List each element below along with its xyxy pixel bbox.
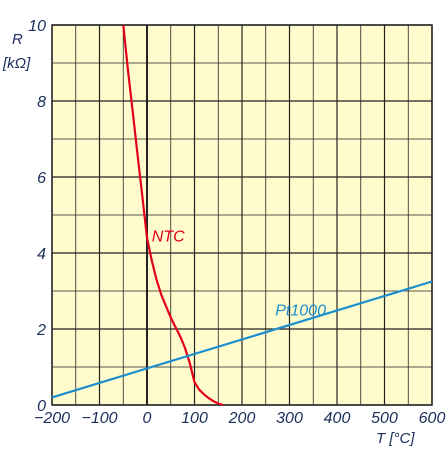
series-label-ntc: NTC (152, 229, 185, 246)
y-tick-label: 10 (28, 18, 46, 35)
series-line-pt1000 (51, 280, 433, 399)
x-axis-label: T [°C] (376, 430, 415, 447)
y-axis-label-line2: [kΩ] (2, 55, 31, 72)
y-tick-label: 4 (37, 246, 46, 263)
grid (51, 24, 433, 406)
y-tick-label: 8 (37, 94, 46, 111)
y-tick-label: 2 (36, 322, 46, 339)
x-tick-label: 400 (324, 410, 351, 427)
series-line-ntc (122, 24, 224, 407)
x-tick-label: 500 (371, 410, 398, 427)
x-tick-label: −200 (34, 410, 70, 427)
y-axis-label-line1: R (12, 31, 23, 48)
x-tick-label: 200 (228, 410, 256, 427)
x-tick-label: −100 (81, 410, 117, 427)
series-group: NTC Pt1000 (51, 24, 433, 407)
y-tick-label: 0 (37, 398, 46, 415)
series-label-pt1000: Pt1000 (275, 303, 326, 320)
y-tick-label: 6 (37, 170, 46, 187)
x-tick-label: 600 (419, 410, 446, 427)
x-tick-label: 300 (276, 410, 303, 427)
x-tick-label: 0 (143, 410, 152, 427)
x-tick-label: 100 (181, 410, 208, 427)
axis-tick-labels: −200 −100 0 100 200 300 400 500 600 0 2 4 6 8 10 (28, 18, 445, 427)
